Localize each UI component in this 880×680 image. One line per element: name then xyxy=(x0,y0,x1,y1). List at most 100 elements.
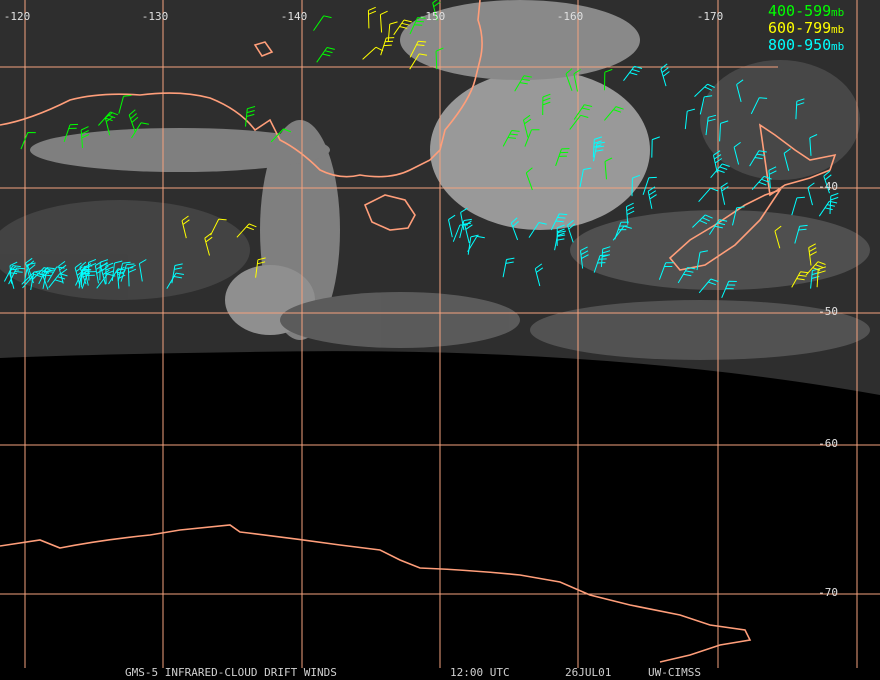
wind-barb xyxy=(768,166,777,189)
wind-barb xyxy=(713,150,723,173)
wind-barb xyxy=(79,261,89,285)
wind-barb xyxy=(409,17,426,35)
wind-barb xyxy=(580,246,589,269)
wind-barb xyxy=(78,265,93,284)
wind-barb xyxy=(171,263,183,284)
wind-barb xyxy=(460,207,468,231)
wind-barb xyxy=(791,271,809,288)
longitude-label: -170 xyxy=(697,10,724,23)
wind-barb xyxy=(379,10,388,33)
wind-barb xyxy=(719,120,729,142)
wind-barb xyxy=(502,257,515,278)
wind-barb xyxy=(604,68,613,91)
wind-barb xyxy=(74,262,84,286)
wind-barb xyxy=(733,141,741,165)
wind-barb xyxy=(22,273,43,289)
wind-barb xyxy=(710,163,730,179)
wind-barb xyxy=(166,272,184,289)
wind-barb xyxy=(127,264,137,287)
wind-barb xyxy=(614,221,629,240)
latitude-label: -50 xyxy=(818,305,838,318)
wind-barb xyxy=(604,106,624,121)
wind-barb xyxy=(593,254,608,273)
island-coast xyxy=(253,41,274,57)
legend-unit: mb xyxy=(831,40,844,53)
wind-barb xyxy=(48,273,68,289)
wind-barb xyxy=(3,265,21,282)
wind-barb xyxy=(684,108,696,130)
longitude-label: -160 xyxy=(557,10,584,23)
wind-barb xyxy=(393,19,412,36)
coastlines xyxy=(0,0,837,663)
wind-barb xyxy=(795,98,805,120)
footer-text: GMS-5 INFRARED-CLOUD DRIFT WINDS xyxy=(125,666,337,679)
wind-barb xyxy=(510,217,519,241)
legend-range: 800-950 xyxy=(768,36,831,54)
wind-barb xyxy=(829,192,839,215)
wind-barb xyxy=(41,267,50,290)
wind-barb xyxy=(104,112,113,136)
wind-barb xyxy=(98,111,119,126)
wind-barb xyxy=(751,175,772,191)
wind-barb xyxy=(593,141,605,162)
wind-barb xyxy=(270,128,292,143)
wind-barb xyxy=(805,261,826,276)
longitude-label: -130 xyxy=(142,10,169,23)
wind-barb xyxy=(573,69,581,92)
wind-barb xyxy=(58,260,68,284)
wind-barb xyxy=(204,233,213,256)
wind-barb xyxy=(579,167,592,188)
legend-unit: mb xyxy=(831,23,844,36)
wind-barb xyxy=(677,267,696,284)
australia-coast xyxy=(0,0,483,178)
wind-barb xyxy=(625,202,635,225)
wind-barb xyxy=(128,109,139,133)
legend-range: 400-599 xyxy=(768,2,831,20)
wind-barb xyxy=(47,266,65,283)
wind-barb xyxy=(791,196,805,216)
wind-barb xyxy=(63,123,79,142)
wind-barb xyxy=(631,174,641,197)
wind-barb xyxy=(502,130,520,147)
wind-barb xyxy=(736,79,744,103)
wind-barb xyxy=(604,157,613,180)
wind-barb xyxy=(387,21,398,43)
wind-barb xyxy=(810,268,821,289)
wind-barb xyxy=(550,213,568,231)
wind-barb xyxy=(660,63,670,87)
antarctica-coast xyxy=(0,524,752,663)
wind-barb xyxy=(750,97,768,115)
wind-barb xyxy=(567,219,576,243)
wind-barb xyxy=(658,262,674,280)
tasmania-coast xyxy=(363,194,416,231)
longitude-label: -140 xyxy=(281,10,308,23)
wind-barb xyxy=(555,148,570,167)
wind-barb xyxy=(100,261,110,285)
wind-barb xyxy=(524,129,540,147)
wind-barb xyxy=(467,234,479,255)
labels: -120 -130 -140 -150 -160 -170 -40 -50 -60 -70 400-… xyxy=(4,2,845,679)
nz-south-coast xyxy=(668,188,782,271)
wind-barb xyxy=(255,257,266,278)
wind-barb xyxy=(600,246,611,268)
wind-barb xyxy=(118,94,132,114)
latitude-label: -70 xyxy=(818,586,838,599)
latitude-label: -60 xyxy=(818,437,838,450)
legend-unit: mb xyxy=(831,6,844,19)
wind-barb xyxy=(720,182,729,205)
wind-barb xyxy=(432,0,441,21)
wind-barb xyxy=(111,260,123,281)
wind-barb xyxy=(448,214,456,238)
wind-barb xyxy=(105,262,114,285)
wind-barb xyxy=(409,53,428,70)
wind-barb xyxy=(647,186,657,209)
clouds xyxy=(0,0,870,360)
wind-barb xyxy=(94,260,104,284)
wind-barb xyxy=(80,126,90,148)
wind-barb xyxy=(692,214,713,228)
wind-barb xyxy=(80,266,90,288)
wind-barb xyxy=(651,136,660,158)
wind-barb xyxy=(774,225,782,249)
